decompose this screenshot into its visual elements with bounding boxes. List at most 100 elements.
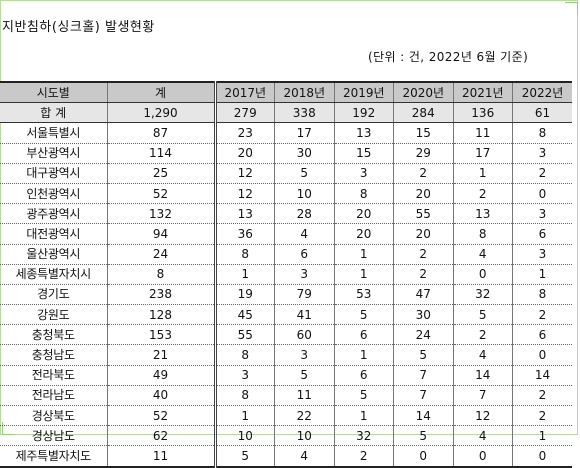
table-cell: 5 (215, 446, 275, 467)
table-cell: 1 (513, 264, 573, 284)
table-cell: 114 (107, 143, 215, 163)
table-cell: 45 (215, 305, 275, 325)
header-cell: 계 (107, 82, 215, 103)
table-cell: 3 (513, 143, 573, 163)
table-cell: 52 (107, 183, 215, 203)
table-cell: 1 (453, 163, 513, 183)
table-cell: 5 (394, 426, 454, 446)
table-cell: 2 (513, 305, 573, 325)
table-cell: 0 (453, 446, 513, 467)
table-cell: 32 (453, 284, 513, 304)
table-cell: 0 (513, 446, 573, 467)
table-cell: 8 (334, 183, 394, 203)
region-name: 전라북도 (0, 365, 107, 385)
table-cell: 12 (453, 406, 513, 426)
table-cell: 4 (275, 224, 335, 244)
table-cell: 2 (513, 406, 573, 426)
table-cell: 1,290 (107, 103, 215, 123)
table-cell: 14 (453, 365, 513, 385)
table-cell: 6 (513, 325, 573, 345)
table-cell: 20 (334, 224, 394, 244)
region-name: 인천광역시 (0, 183, 107, 203)
table-cell: 8 (453, 224, 513, 244)
region-name: 부산광역시 (0, 143, 107, 163)
table-cell: 1 (334, 406, 394, 426)
table-cell: 192 (334, 103, 394, 123)
table-cell: 53 (334, 284, 394, 304)
table-cell: 55 (394, 204, 454, 224)
table-cell: 1 (334, 264, 394, 284)
table-cell: 3 (275, 345, 335, 365)
table-cell: 28 (275, 204, 335, 224)
region-name: 경기도 (0, 284, 107, 304)
table-cell: 3 (215, 365, 275, 385)
table-cell: 3 (513, 204, 573, 224)
table-cell: 14 (513, 365, 573, 385)
table-cell: 11 (107, 446, 215, 467)
table-cell: 60 (275, 325, 335, 345)
region-name: 강원도 (0, 305, 107, 325)
table-cell: 21 (107, 345, 215, 365)
table-cell: 22 (275, 406, 335, 426)
table-cell: 5 (334, 305, 394, 325)
table-cell: 15 (334, 143, 394, 163)
table-cell: 6 (334, 325, 394, 345)
table-cell: 6 (513, 224, 573, 244)
table-cell: 36 (215, 224, 275, 244)
corner-decoration (565, 2, 578, 15)
table-cell: 5 (275, 365, 335, 385)
header-cell: 2019년 (334, 82, 394, 103)
table-cell: 1 (334, 345, 394, 365)
table-cell: 8 (215, 385, 275, 405)
table-cell: 5 (394, 345, 454, 365)
header-cell: 2021년 (453, 82, 513, 103)
table-cell: 338 (275, 103, 335, 123)
table-cell: 0 (513, 345, 573, 365)
table-cell: 87 (107, 123, 215, 143)
table-cell: 17 (275, 123, 335, 143)
table-cell: 29 (394, 143, 454, 163)
region-name: 대구광역시 (0, 163, 107, 183)
table-cell: 0 (394, 446, 454, 467)
region-name: 대전광역시 (0, 224, 107, 244)
table-cell: 20 (394, 183, 454, 203)
table-cell: 6 (275, 244, 335, 264)
table-cell: 94 (107, 224, 215, 244)
table-cell: 11 (275, 385, 335, 405)
table-cell: 2 (453, 325, 513, 345)
header-cell: 2020년 (394, 82, 454, 103)
table-cell: 20 (334, 204, 394, 224)
table-cell: 47 (394, 284, 454, 304)
table-cell: 3 (334, 163, 394, 183)
table-cell: 3 (275, 264, 335, 284)
table-header-row: 시도별 계 2017년 2018년 2019년 2020년 2021년 2022… (0, 82, 572, 103)
table-cell: 2 (334, 446, 394, 467)
table-cell: 4 (453, 345, 513, 365)
table-cell: 52 (107, 406, 215, 426)
table-cell: 3 (513, 244, 573, 264)
table-cell: 19 (215, 284, 275, 304)
page-title: 지반침하(싱크홀) 발생현황 (2, 16, 155, 35)
table-cell: 4 (275, 446, 335, 467)
table-cell: 24 (394, 325, 454, 345)
table-cell: 8 (513, 284, 573, 304)
table-cell: 2 (394, 163, 454, 183)
table-cell: 24 (107, 244, 215, 264)
table-cell: 41 (275, 305, 335, 325)
table-cell: 279 (215, 103, 275, 123)
table-cell: 136 (453, 103, 513, 123)
table-cell: 1 (334, 244, 394, 264)
table-cell: 4 (453, 244, 513, 264)
